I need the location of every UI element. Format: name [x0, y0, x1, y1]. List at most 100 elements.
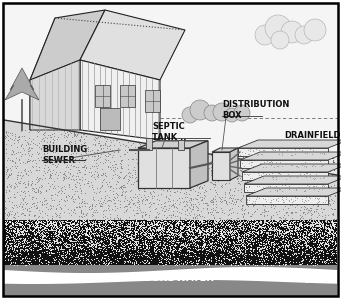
Point: [5, 234, 11, 238]
Point: [246, 175, 251, 180]
Point: [219, 190, 225, 195]
Point: [147, 170, 152, 175]
Point: [179, 245, 184, 250]
Point: [10, 159, 15, 164]
Point: [20, 210, 26, 215]
Point: [153, 177, 159, 182]
Point: [255, 239, 261, 244]
Point: [330, 211, 336, 216]
Point: [301, 236, 306, 241]
Point: [326, 188, 331, 193]
Point: [37, 192, 42, 197]
Point: [38, 176, 43, 181]
Point: [139, 166, 145, 171]
Point: [173, 153, 178, 158]
Point: [3, 190, 9, 194]
Point: [257, 184, 263, 189]
Point: [153, 222, 159, 226]
Point: [264, 244, 269, 248]
Point: [86, 224, 92, 229]
Point: [205, 164, 210, 169]
Point: [130, 241, 136, 246]
Point: [119, 154, 125, 158]
Point: [115, 153, 120, 158]
Point: [54, 244, 59, 249]
Point: [196, 237, 202, 242]
Point: [271, 166, 277, 170]
Point: [176, 168, 181, 173]
Point: [201, 228, 206, 232]
Point: [97, 199, 103, 204]
Point: [326, 236, 332, 240]
Point: [34, 234, 40, 239]
Point: [90, 142, 95, 147]
Point: [192, 163, 198, 168]
Point: [34, 200, 40, 205]
Point: [81, 251, 86, 256]
Point: [115, 239, 120, 244]
Point: [83, 247, 88, 252]
Point: [227, 223, 232, 228]
Point: [292, 191, 297, 196]
Point: [79, 156, 85, 161]
Point: [208, 201, 213, 205]
Point: [33, 161, 39, 166]
Point: [241, 235, 247, 240]
Point: [87, 228, 92, 233]
Point: [92, 218, 97, 223]
Point: [301, 222, 307, 227]
Point: [315, 239, 321, 244]
Point: [277, 179, 282, 184]
Point: [252, 183, 257, 188]
Point: [74, 221, 79, 226]
Point: [238, 207, 244, 211]
Point: [39, 230, 45, 234]
Point: [66, 184, 72, 189]
Point: [83, 230, 89, 234]
Point: [5, 184, 10, 189]
Point: [293, 219, 298, 224]
Point: [59, 172, 65, 177]
Point: [329, 205, 334, 210]
Point: [244, 187, 249, 192]
Point: [312, 164, 318, 168]
Point: [94, 208, 99, 213]
Point: [226, 212, 231, 217]
Point: [305, 243, 310, 248]
Point: [170, 160, 176, 164]
Point: [64, 248, 70, 253]
Point: [213, 188, 218, 193]
Point: [147, 255, 153, 260]
Point: [332, 178, 338, 182]
Point: [83, 134, 89, 138]
Point: [329, 173, 335, 178]
Point: [80, 228, 85, 233]
Point: [121, 206, 127, 210]
Point: [249, 246, 254, 251]
Point: [319, 219, 325, 224]
Point: [139, 190, 145, 195]
Point: [96, 241, 101, 246]
Point: [213, 230, 218, 234]
Point: [27, 262, 32, 267]
Point: [187, 198, 192, 203]
Point: [211, 230, 217, 234]
Point: [106, 187, 111, 192]
Point: [117, 217, 123, 222]
Point: [120, 159, 126, 164]
Point: [255, 227, 260, 232]
Point: [188, 205, 193, 210]
Point: [285, 239, 291, 244]
Point: [109, 207, 115, 211]
Point: [131, 232, 137, 237]
Point: [196, 227, 202, 232]
Point: [54, 154, 60, 159]
Point: [156, 230, 162, 235]
Point: [68, 222, 74, 227]
Point: [207, 248, 212, 253]
Point: [251, 239, 256, 244]
Point: [79, 189, 85, 194]
Point: [303, 181, 308, 186]
Point: [228, 234, 234, 239]
Point: [240, 191, 245, 196]
